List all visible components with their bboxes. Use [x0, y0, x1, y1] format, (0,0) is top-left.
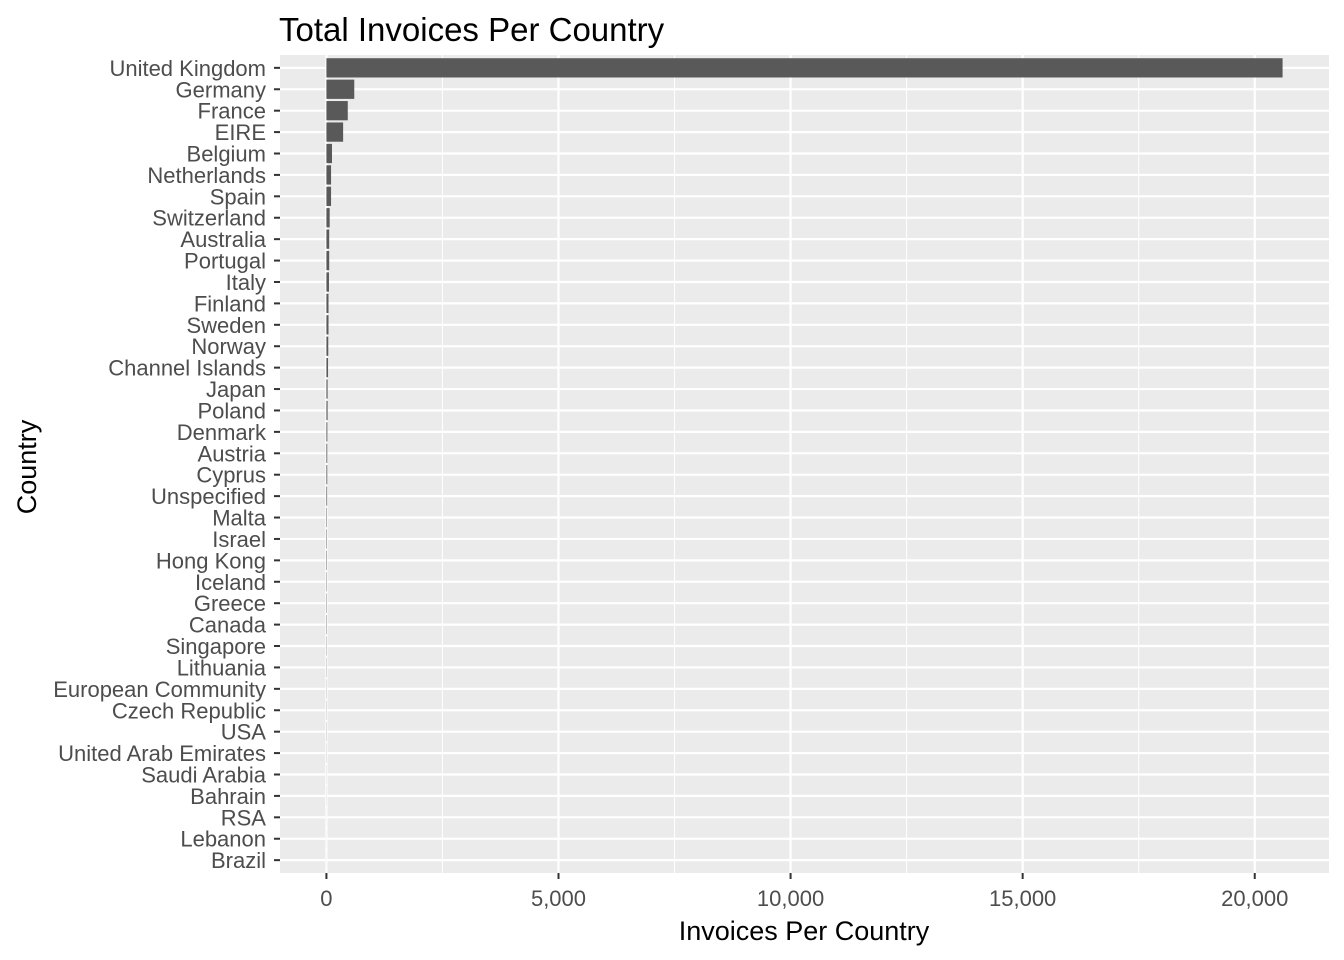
- y-tick-label: Sweden: [186, 313, 266, 338]
- y-tick-label: Poland: [197, 398, 266, 423]
- y-tick-label: Netherlands: [147, 163, 266, 188]
- y-tick-label: Brazil: [211, 848, 266, 873]
- bar: [326, 465, 328, 485]
- bar: [326, 486, 328, 506]
- bar: [326, 422, 328, 442]
- bars: [326, 58, 1283, 870]
- plot-panel: [280, 55, 1329, 873]
- x-tick-label: 15,000: [989, 886, 1056, 911]
- y-tick-label: Norway: [191, 334, 266, 359]
- bar: [326, 272, 329, 292]
- y-tick-label: Austria: [198, 441, 267, 466]
- y-axis-title: Country: [12, 419, 42, 514]
- y-tick-label: EIRE: [215, 120, 266, 145]
- y-tick-label: France: [198, 99, 266, 124]
- x-axis: 0 5,000 10,000 15,000 20,000: [320, 873, 1288, 911]
- bar: [326, 315, 329, 335]
- chart-title: Total Invoices Per Country: [279, 11, 665, 48]
- bar: [326, 186, 332, 206]
- y-tick-label: Germany: [176, 77, 266, 102]
- bar: [326, 165, 332, 185]
- y-tick-label: Portugal: [184, 249, 266, 274]
- y-tick-label: Lebanon: [180, 827, 266, 852]
- bar: [326, 101, 348, 121]
- y-tick-label: Switzerland: [152, 206, 266, 231]
- x-tick-label: 0: [320, 886, 332, 911]
- bar: [326, 336, 329, 356]
- y-tick-label: Iceland: [195, 570, 266, 595]
- y-tick-label: RSA: [221, 805, 267, 830]
- y-tick-label: Spain: [210, 184, 266, 209]
- y-tick-label: Italy: [226, 270, 266, 295]
- bar: [326, 379, 328, 399]
- y-tick-label: European Community: [53, 677, 266, 702]
- bar: [326, 58, 1283, 78]
- bar: [326, 143, 332, 164]
- y-tick-label: Malta: [212, 506, 267, 531]
- y-tick-label: Singapore: [166, 634, 266, 659]
- y-tick-label: Lithuania: [177, 655, 267, 680]
- y-tick-label: Belgium: [187, 142, 266, 167]
- bar: [326, 293, 329, 314]
- y-tick-label: Finland: [194, 291, 266, 316]
- bar: [326, 229, 330, 249]
- y-tick-label: Hong Kong: [156, 548, 266, 573]
- y-tick-label: Channel Islands: [108, 356, 266, 381]
- bar: [326, 79, 355, 99]
- bar: [326, 208, 330, 228]
- bar: [326, 443, 328, 463]
- y-axis: United KingdomGermanyFranceEIREBelgiumNe…: [53, 56, 280, 873]
- y-tick-label: Bahrain: [190, 784, 266, 809]
- bar: [326, 250, 330, 271]
- y-tick-label: Saudi Arabia: [141, 762, 267, 787]
- y-tick-label: Czech Republic: [112, 698, 266, 723]
- y-tick-label: USA: [221, 720, 267, 745]
- bar: [326, 122, 344, 142]
- y-tick-label: Israel: [212, 527, 266, 552]
- y-tick-label: Cyprus: [196, 463, 266, 488]
- bar: [326, 358, 329, 378]
- bar: [326, 400, 328, 421]
- y-tick-label: Canada: [189, 613, 267, 638]
- x-axis-title: Invoices Per Country: [679, 916, 930, 946]
- y-tick-label: Japan: [206, 377, 266, 402]
- x-tick-label: 20,000: [1221, 886, 1288, 911]
- y-tick-label: United Kingdom: [109, 56, 266, 81]
- y-tick-label: Greece: [194, 591, 266, 616]
- grid-lines: [280, 55, 1329, 873]
- y-tick-label: Denmark: [177, 420, 267, 445]
- x-tick-label: 5,000: [531, 886, 586, 911]
- y-tick-label: United Arab Emirates: [58, 741, 266, 766]
- x-tick-label: 10,000: [757, 886, 824, 911]
- y-tick-label: Unspecified: [151, 484, 266, 509]
- y-tick-label: Australia: [180, 227, 266, 252]
